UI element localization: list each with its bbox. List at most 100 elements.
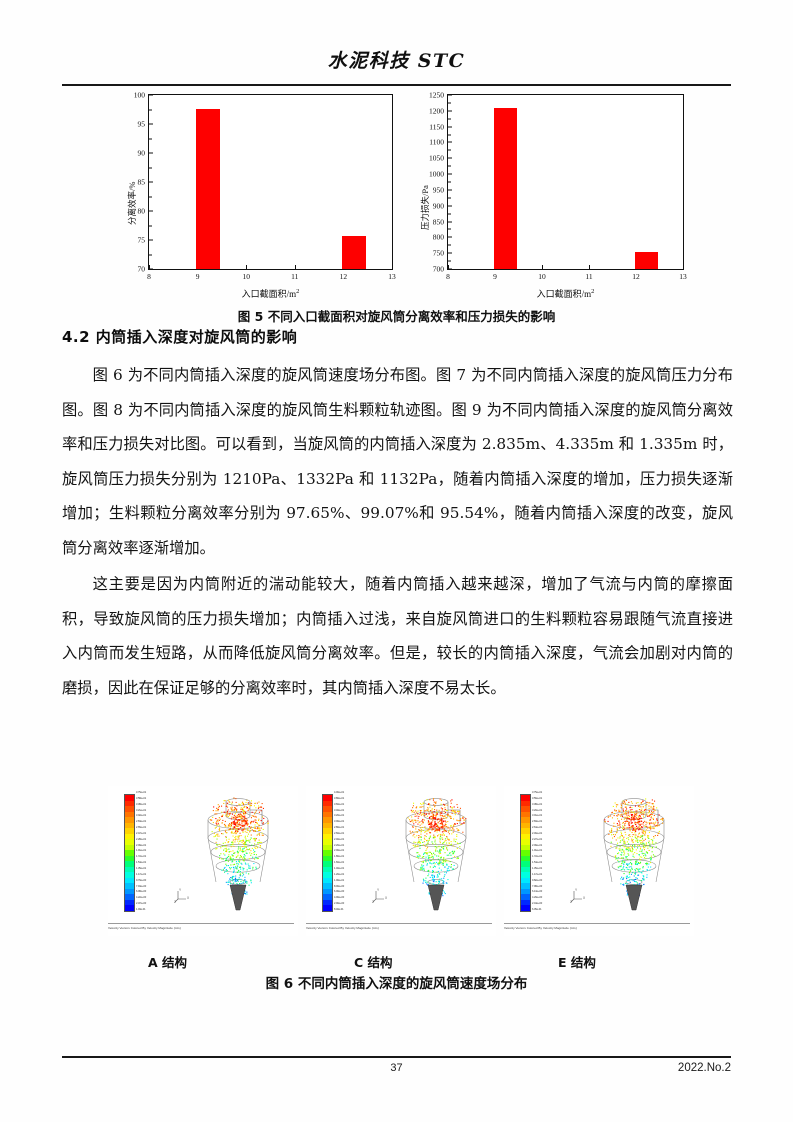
colorbar-tick-label: 1.54e+01 — [532, 861, 543, 865]
colorbar-tick-label: 3.20e+01 — [334, 814, 345, 818]
colorbar-segment — [521, 855, 530, 862]
y-tick-label: 75 — [137, 235, 146, 245]
colorbar — [520, 794, 531, 912]
svg-text:X: X — [187, 896, 190, 900]
y-tick-label: 800 — [432, 232, 444, 242]
x-tick-mark — [448, 265, 449, 269]
x-tick-label: 8 — [446, 272, 450, 281]
y-tick-mark — [448, 173, 452, 175]
x-tick-label: 8 — [147, 272, 151, 281]
colorbar-tick-label: 1.72e+01 — [136, 855, 147, 859]
colorbar-tick-label: 1.17e+01 — [532, 872, 543, 876]
y-tick-mark — [448, 157, 452, 159]
y-tick-mark — [448, 205, 452, 207]
y-tick-label: 1000 — [429, 169, 444, 179]
svg-text:X: X — [583, 896, 586, 900]
colorbar-segment — [521, 828, 530, 834]
y-tick-label: 90 — [137, 148, 146, 158]
colorbar-tick-label: 2.27e+01 — [532, 837, 543, 841]
body-text: 图 6 为不同内筒插入深度的旋风筒速度场分布图。图 7 为不同内筒插入深度的旋风… — [62, 358, 733, 707]
colorbar-segment — [125, 877, 134, 884]
y-tick-label: 1050 — [429, 153, 444, 163]
y-tick-mark-minor — [149, 225, 152, 226]
colorbar-segment — [125, 844, 134, 851]
colorbar-tick-label: 3.21e+01 — [136, 808, 147, 812]
colorbar-segment — [323, 811, 332, 818]
colorbar-segment — [521, 817, 530, 823]
y-tick-mark — [448, 236, 452, 238]
y-tick-mark — [149, 239, 153, 241]
colorbar-segment — [521, 894, 530, 900]
colorbar-tick-label: 1.17e+01 — [136, 872, 147, 876]
y-tick-mark-minor — [448, 181, 451, 183]
bar — [341, 235, 366, 269]
x-tick-label: 11 — [585, 272, 593, 281]
cyclone-vector-plot — [386, 790, 486, 914]
colorbar-tick-label: 9.79e+00 — [136, 878, 147, 882]
x-tick-mark — [392, 265, 393, 269]
colorbar-segment — [521, 883, 530, 889]
colorbar-segment — [323, 795, 332, 801]
colorbar-tick-label: 2.00e+01 — [334, 849, 345, 853]
colorbar-tick-label: 9.82e+00 — [532, 878, 543, 882]
colorbar-tick-label: 2.20e+01 — [334, 843, 345, 847]
chart-separation-efficiency: 分离效率/% 70 75 80 85 90 95 100 8 9 10 11 12 13 入口截面积/m… — [118, 90, 397, 302]
colorbar-segment — [125, 839, 134, 845]
colorbar-segment — [323, 828, 332, 834]
y-tick-mark-minor — [149, 138, 152, 139]
colorbar-labels: 3.75e+01 3.58e+01 3.38e+01 3.21e+01 3.02e+01… — [136, 791, 178, 912]
colorbar-tick-label: 2.84e+01 — [136, 820, 147, 824]
colorbar-segment — [125, 866, 134, 873]
colorbar-segment — [323, 839, 332, 845]
colorbar-segment — [521, 800, 530, 807]
x-tick-label: 9 — [195, 272, 200, 281]
chart-a-ylabel: 分离效率/% — [127, 181, 137, 225]
colorbar-tick-label: 3.75e+01 — [136, 791, 147, 794]
colorbar-segment — [521, 905, 530, 911]
colorbar-tick-label: 2.47e+01 — [136, 831, 147, 835]
y-tick-mark — [149, 181, 153, 183]
colorbar-tick-label: 6.05e-01 — [532, 907, 542, 911]
x-tick-mark — [542, 265, 543, 269]
svg-text:Y: Y — [179, 888, 182, 892]
colorbar-segment — [125, 828, 134, 834]
colorbar-segment — [323, 817, 332, 823]
cfd-plot-area: 4.00e+01 3.80e+01 3.60e+01 3.40e+01 3.20e+01… — [306, 786, 496, 916]
colorbar-tick-label: 3.01e+01 — [532, 814, 543, 818]
colorbar-segment — [125, 806, 134, 812]
colorbar-tick-label: 1.40e+01 — [334, 866, 345, 870]
header-rule — [62, 84, 731, 86]
cfd-plot-area: 3.75e+01 3.56e+01 3.38e+01 3.20e+01 3.01e+01… — [504, 786, 694, 916]
colorbar-tick-label: 3.75e+01 — [532, 791, 543, 794]
bar — [196, 108, 221, 269]
colorbar-tick-label: 2.60e+01 — [334, 831, 345, 835]
colorbar-tick-label: 8.00e+00 — [334, 884, 345, 888]
colorbar-tick-label: 2.44e+00 — [532, 902, 543, 906]
figure-6-caption: 图 6 不同内筒插入深度的旋风筒速度场分布 — [265, 976, 528, 992]
y-tick-mark-minor — [448, 244, 451, 246]
y-tick-mark — [448, 221, 452, 223]
chart-b-plot-area: 700 750 800 850 900 950 1000 1050 1100 1150 1200 12… — [429, 91, 687, 282]
y-tick-mark-minor — [448, 260, 451, 262]
colorbar-tick-label: 2.40e+01 — [334, 837, 345, 841]
colorbar-segment — [323, 844, 332, 851]
structure-label-e: E 结构 — [558, 955, 596, 970]
svg-text:X: X — [385, 896, 388, 900]
colorbar-tick-label: 1.80e+01 — [334, 855, 345, 859]
colorbar-segment — [125, 850, 134, 856]
colorbar-tick-label: 6.13e+00 — [532, 890, 543, 894]
colorbar-segment — [521, 861, 530, 867]
y-tick-mark — [149, 152, 153, 154]
page-header: 水泥科技 STC — [62, 46, 731, 73]
y-tick-mark — [149, 123, 153, 125]
x-tick-mark — [683, 265, 684, 269]
y-tick-mark — [448, 141, 452, 143]
svg-text:Y: Y — [377, 888, 380, 892]
colorbar-tick-label: 2.46e+01 — [532, 831, 543, 835]
y-tick-label: 1200 — [429, 106, 444, 116]
colorbar-tick-label: 1.91e+01 — [136, 849, 147, 853]
y-tick-label: 85 — [137, 177, 146, 187]
y-tick-mark — [448, 189, 452, 191]
colorbar-segment — [521, 811, 530, 818]
y-tick-label: 1150 — [429, 122, 444, 132]
